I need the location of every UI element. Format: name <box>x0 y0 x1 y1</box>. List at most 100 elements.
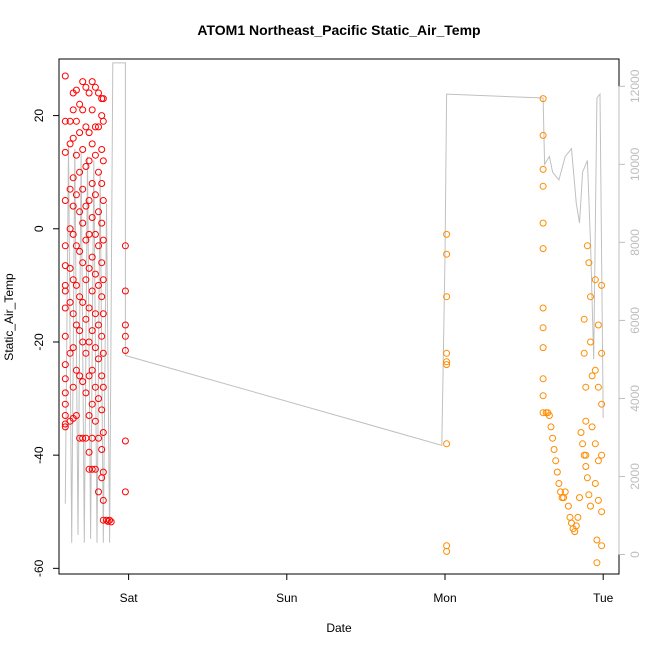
data-point <box>72 412 80 419</box>
data-point <box>72 242 80 250</box>
data-point <box>61 304 69 312</box>
x-axis-label: Date <box>326 621 352 635</box>
right-tick-label: 6000 <box>628 307 642 334</box>
data-point <box>85 89 93 97</box>
data-point <box>539 245 547 253</box>
data-point <box>76 293 84 301</box>
data-point <box>121 437 129 445</box>
data-point <box>99 197 107 204</box>
data-point <box>95 395 102 403</box>
data-point <box>550 446 558 453</box>
x-tick-label: Sat <box>120 591 139 605</box>
data-point <box>61 375 69 383</box>
data-point <box>594 496 602 504</box>
data-point <box>591 366 599 374</box>
data-point <box>85 304 93 312</box>
data-point <box>99 496 107 504</box>
data-point <box>539 324 547 332</box>
data-point <box>594 321 602 329</box>
data-point <box>577 429 585 436</box>
data-point <box>88 366 96 374</box>
data-point <box>91 230 99 238</box>
right-tick-label: 4000 <box>628 385 642 412</box>
data-point <box>66 140 74 148</box>
data-point <box>91 151 99 159</box>
data-point <box>594 457 602 465</box>
data-point <box>61 332 69 340</box>
data-point <box>88 465 96 473</box>
data-point <box>95 123 102 131</box>
data-point <box>588 372 596 380</box>
data-point <box>69 310 77 318</box>
data-point <box>79 146 87 153</box>
data-point <box>79 185 87 193</box>
data-point <box>99 429 107 436</box>
data-point <box>588 423 596 431</box>
data-point <box>91 344 99 352</box>
data-point <box>106 516 114 524</box>
data-point <box>61 242 69 250</box>
data-point <box>72 151 80 159</box>
data-point <box>76 129 84 137</box>
data-point <box>99 349 107 357</box>
data-point <box>552 457 560 465</box>
data-point <box>107 518 115 526</box>
data-point <box>69 344 77 352</box>
y-tick-label: -20 <box>32 333 46 351</box>
data-point <box>61 389 69 397</box>
data-point <box>66 298 74 306</box>
chart-title: ATOM1 Northeast_Pacific Static_Air_Temp <box>197 22 480 38</box>
data-point <box>582 463 590 470</box>
data-point <box>82 236 90 244</box>
y-tick-label: -40 <box>32 446 46 464</box>
data-point <box>79 219 87 227</box>
data-point <box>79 259 87 267</box>
data-point <box>593 559 601 567</box>
data-point <box>91 417 99 425</box>
data-point <box>553 468 561 476</box>
y-tick-label: 0 <box>32 225 46 232</box>
data-point <box>121 321 129 329</box>
data-point <box>95 89 102 97</box>
data-point <box>91 465 99 473</box>
data-point <box>88 106 96 114</box>
data-point <box>443 361 451 369</box>
data-point <box>99 117 107 125</box>
data-point <box>585 491 593 499</box>
data-point <box>572 522 580 530</box>
data-point <box>98 372 106 380</box>
data-point <box>91 310 99 318</box>
data-point <box>61 117 69 125</box>
data-point <box>539 375 547 383</box>
data-point <box>561 488 569 496</box>
data-point <box>95 208 102 216</box>
data-point <box>594 383 602 391</box>
data-point <box>85 129 93 137</box>
data-point <box>545 412 553 419</box>
data-point <box>539 409 547 417</box>
data-point <box>61 197 69 204</box>
data-point <box>539 304 547 312</box>
data-point <box>574 513 582 521</box>
data-point <box>579 440 587 448</box>
data-point <box>443 230 451 238</box>
data-point <box>99 236 107 244</box>
data-point <box>95 281 102 289</box>
altitude-line <box>64 62 604 543</box>
y-tick-label: 20 <box>32 109 46 123</box>
data-point <box>582 451 590 459</box>
data-point <box>85 412 93 419</box>
data-point <box>79 378 87 386</box>
data-point <box>66 225 74 233</box>
data-point <box>72 281 80 289</box>
data-point <box>576 494 583 502</box>
y-axis-label: Static_Air_Temp <box>2 273 16 361</box>
data-point <box>85 197 93 204</box>
altitude-line-layer <box>64 62 604 543</box>
data-point <box>95 168 102 176</box>
data-point <box>99 276 107 284</box>
data-point <box>69 174 77 182</box>
data-point <box>82 389 90 397</box>
data-point <box>443 542 451 550</box>
